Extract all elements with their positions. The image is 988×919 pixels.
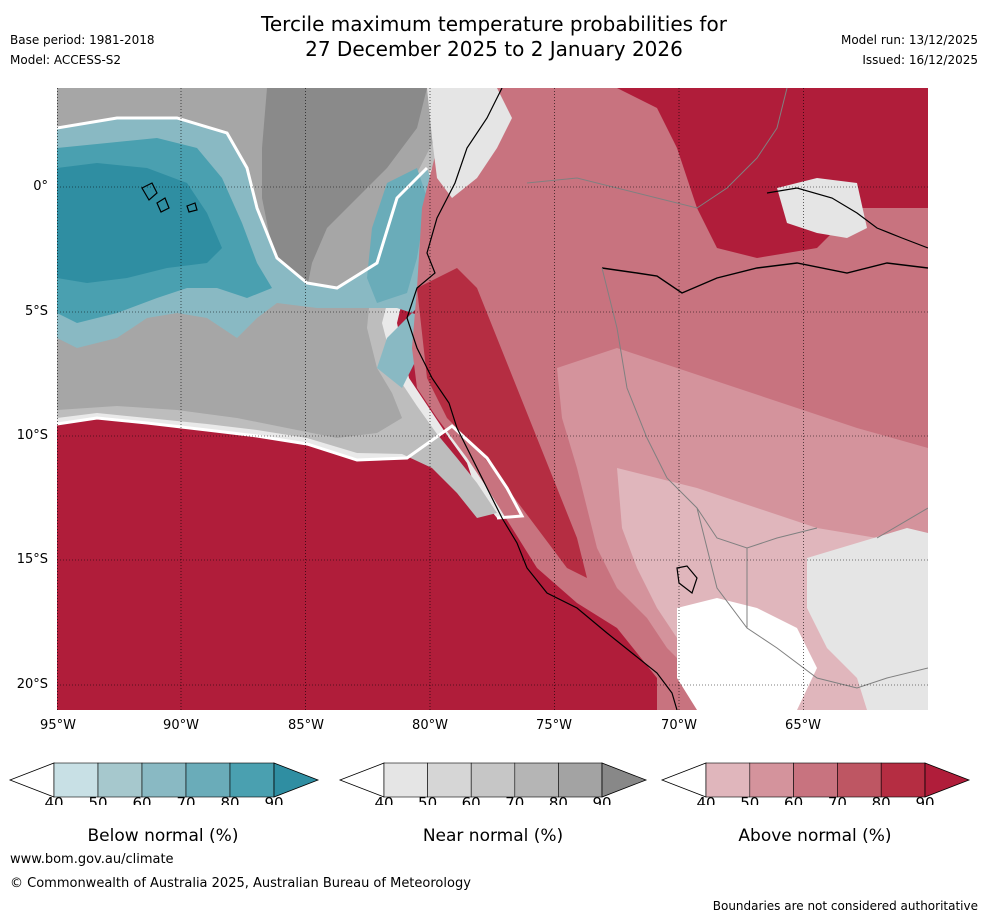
colorbar-above-normal-tick-40: 40 [696,794,715,805]
colorbar-above-normal-tick-60: 60 [784,794,803,805]
colorbar-below-normal-segment-40 [53,762,99,798]
colorbar-near-normal-segment-60 [470,762,516,798]
meta-right: Model run: 13/12/2025 Issued: 16/12/2025 [841,30,978,70]
lon-label-70w: 70°W [661,718,697,733]
copyright-text: © Commonwealth of Australia 2025, Austra… [10,876,471,891]
colorbar-title-above-normal: Above normal (%) [738,826,892,846]
title-line-1: Tercile maximum temperature probabilitie… [261,12,727,36]
colorbar-near-normal-segment-50 [427,762,472,798]
colorbar-above-normal-high-extension [924,762,971,798]
colorbar-near-normal-tick-70: 70 [505,794,524,805]
colorbar-near-normal-tick-60: 60 [462,794,481,805]
map-title: Tercile maximum temperature probabilitie… [0,12,988,62]
colorbar-above-normal-tick-80: 80 [872,794,891,805]
colorbar-title-near-normal: Near normal (%) [422,826,564,846]
colorbar-near-normal-tick-80: 80 [549,794,568,805]
colorbar-below-normal-tick-60: 60 [132,794,151,805]
colorbar-above-normal-low-extension [660,762,707,798]
issued-label: Issued: 16/12/2025 [862,53,978,67]
colorbar-near-normal-low-extension [338,762,385,798]
lat-label-20s: 20°S [16,677,48,692]
colorbar-near-normal-segment-40 [383,762,428,798]
galapagos-islands [141,182,198,213]
colorbar-near-normal-segment-80 [558,762,603,798]
colorbar-below-normal-segment-50 [97,762,143,798]
lon-label-90w: 90°W [163,718,199,733]
lon-label-95w: 95°W [40,718,76,733]
colorbar-near-normal: 40 50 60 70 80 90 [338,762,648,805]
lake-titicaca [676,565,698,594]
colorbar-near-normal-tick-90: 90 [592,794,611,805]
probability-map [57,88,928,710]
lon-label-85w: 85°W [288,718,324,733]
near-normal-region-core [262,88,427,288]
colorbar-below-normal-tick-80: 80 [220,794,239,805]
colorbar-near-normal-tick-40: 40 [374,794,393,805]
colorbar-above-normal-segment-50 [749,762,794,798]
near-normal-patch-southeast [807,528,928,710]
lat-label-5s: 5°S [24,304,48,319]
contour-boundary-south [57,416,525,520]
colorbar-above-normal-segment-70 [837,762,882,798]
colorbar-above-normal-segment-40 [705,762,751,798]
title-line-2: 27 December 2025 to 2 January 2026 [305,37,683,61]
lon-label-65w: 65°W [785,718,821,733]
lat-label-0: 0° [33,179,48,194]
lon-label-75w: 75°W [536,718,572,733]
colorbar-below-normal-segment-60 [141,762,187,798]
colorbar-near-normal-segment-70 [514,762,559,798]
colorbar-above-normal-segment-60 [793,762,838,798]
lat-label-15s: 15°S [16,552,48,567]
colorbar-below-normal-segment-70 [185,762,231,798]
neutral-patch-altiplano [677,598,817,710]
colorbar-above-normal-segment-80 [880,762,926,798]
colorbar-above-normal-tick-90: 90 [915,794,934,805]
base-period-label: Base period: 1981-2018 [10,33,155,47]
colorbar-above-normal-tick-70: 70 [828,794,847,805]
colorbar-above-normal: 40 50 60 70 80 90 [660,762,971,805]
lat-label-10s: 10°S [16,428,48,443]
model-run-label: Model run: 13/12/2025 [840,33,978,47]
meta-left: Base period: 1981-2018 Model: ACCESS-S2 [10,30,155,70]
lon-label-80w: 80°W [412,718,448,733]
colorbar-above-normal-tick-50: 50 [740,794,759,805]
near-normal-patch-amazon [777,178,867,238]
colorbar-below-normal-tick-70: 70 [176,794,195,805]
model-label: Model: ACCESS-S2 [10,53,122,67]
colorbar-below-normal-tick-50: 50 [88,794,107,805]
colorbars: 40 50 60 70 80 90 40 50 60 70 80 90 40 50 60 70 80 90 [8,762,971,805]
coastal-near-normal-patch [427,88,512,198]
colorbar-below-normal-tick-90: 90 [264,794,283,805]
colorbar-below-normal-high-extension [273,762,320,798]
colorbar-near-normal-tick-50: 50 [418,794,437,805]
website-link[interactable]: www.bom.gov.au/climate [10,852,174,867]
amazon-river-north [766,187,928,249]
colorbar-near-normal-high-extension [601,762,648,798]
coastline [406,88,678,710]
amazon-river [601,262,928,294]
boundaries-disclaimer: Boundaries are not considered authoritat… [712,899,978,913]
colorbar-below-normal-low-extension [8,762,55,798]
colorbar-title-below-normal: Below normal (%) [87,826,239,846]
country-boundaries [526,88,928,689]
above-normal-land-strong-2 [417,268,587,578]
colorbar-below-normal-tick-40: 40 [44,794,63,805]
colorbar-below-normal: 40 50 60 70 80 90 [8,762,320,805]
contour-boundary-west [57,116,429,290]
colorbar-below-normal-segment-80 [229,762,275,798]
below-normal-coastal [367,168,427,303]
